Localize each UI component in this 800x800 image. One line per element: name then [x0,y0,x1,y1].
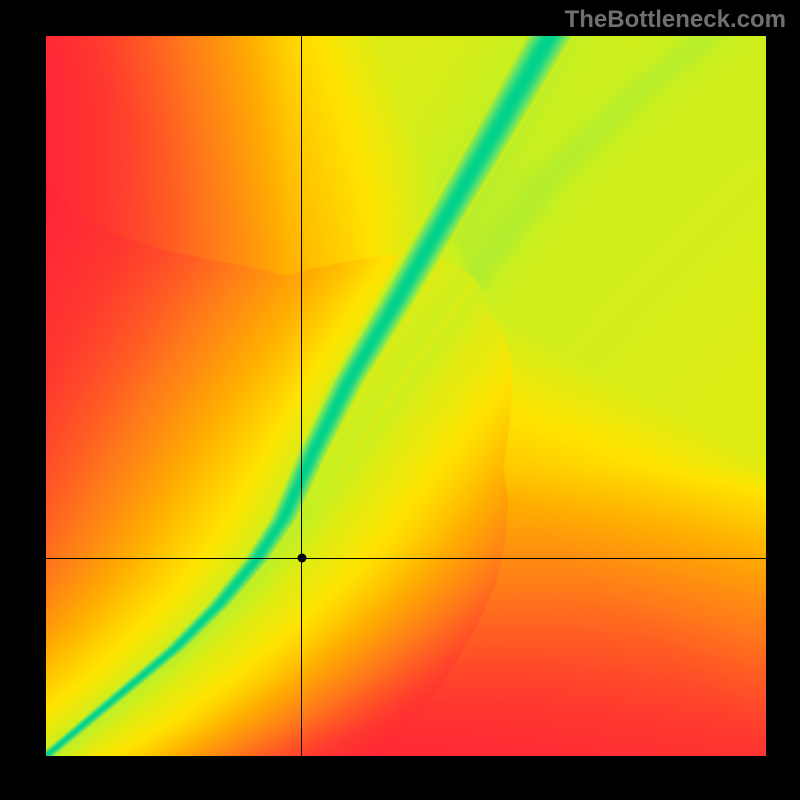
heatmap-canvas [46,36,766,756]
crosshair-horizontal [46,558,766,559]
chart-container: TheBottleneck.com [0,0,800,800]
watermark-text: TheBottleneck.com [565,6,786,34]
plot-area [46,36,766,756]
crosshair-vertical [301,36,302,756]
crosshair-marker [297,554,306,563]
